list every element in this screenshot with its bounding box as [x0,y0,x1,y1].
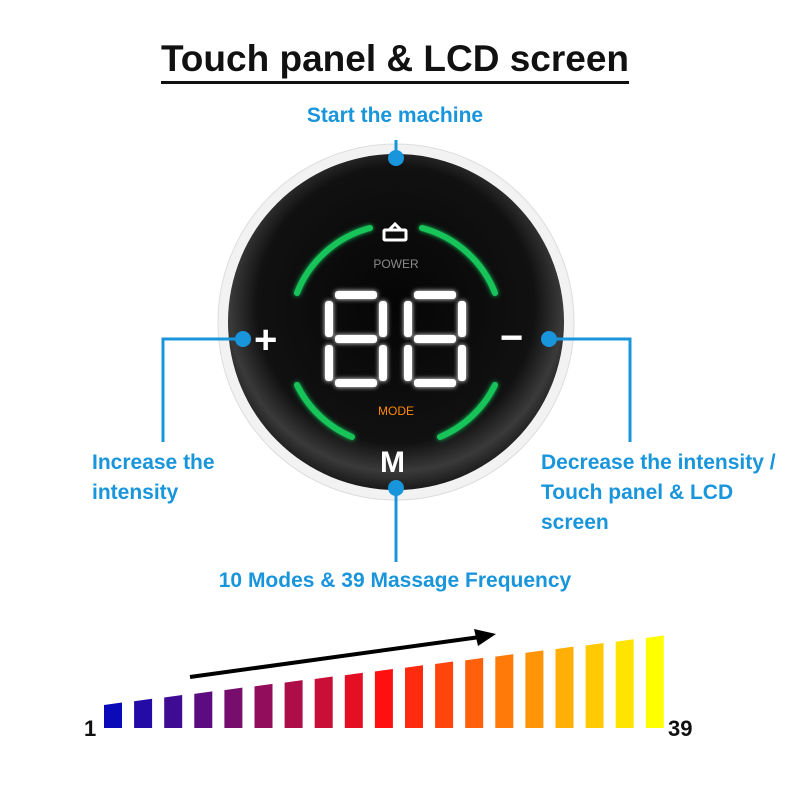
label-start-machine: Start the machine [306,104,484,127]
display-segment [458,345,466,381]
minus-button[interactable]: − [500,316,524,360]
display-segment [325,345,333,381]
display-segment [379,301,387,337]
page-title: Touch panel & LCD screen [0,38,790,84]
callout-dots [235,150,557,496]
frequency-bar [585,642,604,728]
title-text: Touch panel & LCD screen [160,38,630,84]
green-ring [294,225,498,440]
frequency-bar [525,650,544,728]
scale-min: 1 [84,716,97,741]
plus-button[interactable]: + [254,318,278,362]
display-segment [335,379,377,387]
label-decrease: Decrease the intensity / Touch panel & L… [541,451,776,534]
display-segment [325,301,333,337]
frequency-bar [104,702,122,728]
power-label: POWER [373,257,419,271]
mode-button[interactable]: M [380,446,405,479]
frequency-bar [254,683,273,728]
display-segment [414,335,456,343]
label-increase: Increase the intensity [92,451,215,504]
increase-arrow [189,635,481,679]
frequency-bar [374,669,393,728]
display-segment [379,345,387,381]
frequency-bar [495,654,514,728]
frequency-bar [645,635,664,728]
frequency-bar [435,661,454,728]
frequency-bar [194,691,213,728]
display-segment [335,291,377,299]
frequency-bars [104,635,664,728]
arrow-head [474,629,496,646]
frequency-bar [555,646,574,728]
frequency-bar [405,665,423,728]
display-segment [404,345,412,381]
frequency-bar [134,698,153,728]
label-modes: 10 Modes & 39 Massage Frequency [218,569,572,592]
frequency-bar [314,676,333,728]
frequency-bar [465,657,484,728]
frequency-bar [615,639,634,728]
display-segment [458,301,466,337]
scale-max: 39 [668,716,693,741]
frequency-bar [344,672,363,728]
display-segment [414,379,456,387]
display-segment [404,301,412,337]
frequency-bar [224,687,243,728]
display-segment [414,291,456,299]
mode-label: MODE [378,404,414,418]
frequency-bar [164,695,183,728]
display-segment [335,335,377,343]
seven-segment-display [325,291,466,387]
power-lock-icon [382,221,408,242]
frequency-bar [284,680,303,728]
